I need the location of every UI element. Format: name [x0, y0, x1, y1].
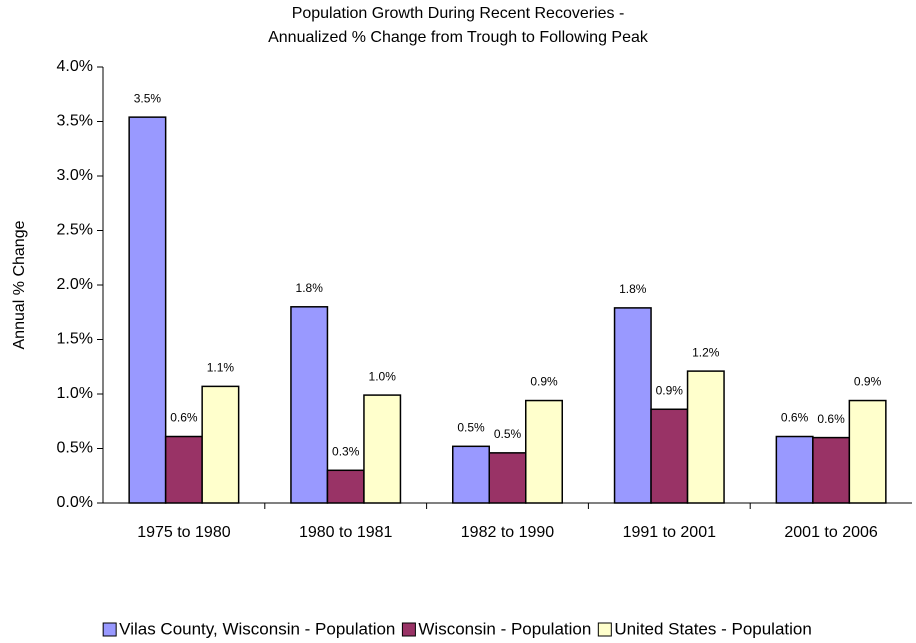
bar: [775, 435, 814, 504]
y-tick-label: 1.5%: [57, 331, 93, 348]
bar: [812, 436, 851, 504]
value-label: 0.9%: [656, 383, 684, 397]
legend-swatch: [102, 622, 117, 637]
y-tick-label: 4.0%: [57, 58, 93, 75]
y-tick-label: 0.0%: [57, 494, 93, 511]
value-label: 0.9%: [530, 375, 558, 389]
x-tick-label: 1991 to 2001: [623, 524, 717, 541]
legend-label: Vilas County, Wisconsin - Population: [119, 619, 395, 638]
bar: [128, 116, 167, 504]
legend-label: Wisconsin - Population: [418, 619, 591, 638]
y-tick-label: 3.5%: [57, 113, 93, 130]
bar: [488, 452, 527, 504]
y-tick-label: 2.5%: [57, 222, 93, 239]
bar: [452, 445, 490, 504]
y-axis-label: Annual % Change: [11, 220, 28, 349]
bar: [848, 399, 887, 504]
bar: [290, 306, 329, 504]
bar: [164, 435, 203, 504]
value-label: 0.6%: [781, 411, 809, 425]
value-label: 0.5%: [494, 427, 522, 441]
bar: [686, 370, 725, 504]
value-label: 0.5%: [457, 420, 485, 434]
bar: [613, 307, 652, 504]
legend-label: United States - Population: [614, 619, 812, 638]
bar: [326, 469, 365, 504]
value-label: 0.6%: [170, 411, 198, 425]
legend-swatch: [401, 622, 416, 637]
x-tick-label: 1975 to 1980: [137, 524, 231, 541]
x-tick-label: 2001 to 2006: [784, 524, 878, 541]
bar: [525, 399, 563, 504]
bar: [201, 385, 240, 504]
value-label: 0.6%: [817, 412, 845, 426]
value-label: 1.8%: [296, 281, 324, 295]
value-label: 0.3%: [332, 444, 360, 458]
value-label: 0.9%: [854, 375, 882, 389]
x-tick-label: 1980 to 1981: [299, 524, 393, 541]
chart-title: Annualized % Change from Trough to Follo…: [268, 29, 649, 46]
value-label: 3.5%: [134, 91, 162, 105]
y-tick-label: 2.0%: [57, 276, 93, 293]
chart-title: Population Growth During Recent Recoveri…: [292, 5, 625, 22]
value-label: 1.8%: [619, 282, 647, 296]
value-label: 1.1%: [207, 361, 235, 375]
y-tick-label: 1.0%: [57, 385, 93, 402]
y-tick-label: 3.0%: [57, 167, 93, 184]
value-label: 1.0%: [369, 369, 397, 383]
legend-swatch: [597, 622, 612, 637]
y-tick-label: 0.5%: [57, 440, 93, 457]
bar: [363, 394, 402, 504]
x-tick-label: 1982 to 1990: [461, 524, 555, 541]
bar: [650, 408, 689, 504]
value-label: 1.2%: [692, 345, 720, 359]
